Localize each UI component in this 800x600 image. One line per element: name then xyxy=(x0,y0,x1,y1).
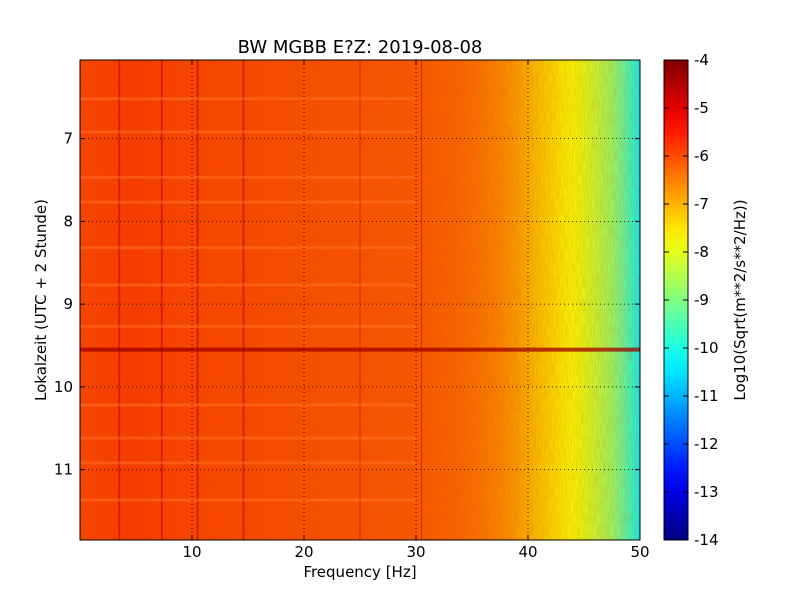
time-band xyxy=(80,130,416,134)
y-tick-label: 10 xyxy=(54,378,73,396)
colorbar-label: Log10(Sqrt(m**2/s**2/Hz)) xyxy=(731,199,749,400)
colorbar-tick-label: -8 xyxy=(694,243,709,261)
time-band xyxy=(80,200,416,204)
y-tick-label: 9 xyxy=(63,295,73,313)
y-tick-label: 8 xyxy=(63,212,73,230)
chart-title: BW MGBB E?Z: 2019-08-08 xyxy=(238,37,483,58)
x-tick-label: 50 xyxy=(630,543,649,561)
colorbar-tick-label: -12 xyxy=(694,435,719,453)
time-band xyxy=(80,324,416,328)
time-band xyxy=(80,97,416,101)
colorbar-tick-label: -5 xyxy=(694,99,709,117)
colorbar-tick-label: -4 xyxy=(694,51,709,69)
time-band xyxy=(80,436,416,440)
colorbar-tick-label: -10 xyxy=(694,339,719,357)
colorbar-ticks: -4 -5 -6 -7 -8 -9 -10 -11 -12 -13 -14 xyxy=(664,51,719,549)
colorbar: -4 -5 -6 -7 -8 -9 -10 -11 -12 -13 -14 xyxy=(663,51,719,549)
x-tick-label: 40 xyxy=(518,543,537,561)
time-band xyxy=(80,283,416,287)
grid-lines xyxy=(80,60,640,540)
time-band xyxy=(80,246,416,250)
time-band xyxy=(80,461,416,465)
time-band xyxy=(80,175,416,179)
colorbar-tick-label: -14 xyxy=(694,531,719,549)
x-axis-label: Frequency [Hz] xyxy=(303,563,416,581)
y-tick-label: 11 xyxy=(54,461,73,479)
y-tick-label: 7 xyxy=(63,130,73,148)
spectral-features xyxy=(80,60,640,540)
x-tick-label: 30 xyxy=(406,543,425,561)
x-tick-label: 10 xyxy=(182,543,201,561)
colorbar-tick-label: -7 xyxy=(694,195,709,213)
plot-frame xyxy=(79,59,641,541)
time-band xyxy=(80,498,416,502)
plot-area: 10 20 30 40 50 7 8 9 10 11 xyxy=(54,59,650,561)
time-band xyxy=(80,403,416,407)
y-axis-ticks: 7 8 9 10 11 xyxy=(54,130,640,479)
x-tick-label: 20 xyxy=(294,543,313,561)
colorbar-tick-label: -11 xyxy=(694,387,719,405)
y-axis-label: Lokalzeit (UTC + 2 Stunde) xyxy=(32,199,50,401)
colorbar-tick-label: -9 xyxy=(694,291,709,309)
colorbar-tick-label: -13 xyxy=(694,483,719,501)
event-band xyxy=(80,347,640,352)
colorbar-tick-label: -6 xyxy=(694,147,709,165)
x-axis-ticks: 10 20 30 40 50 xyxy=(182,60,650,561)
